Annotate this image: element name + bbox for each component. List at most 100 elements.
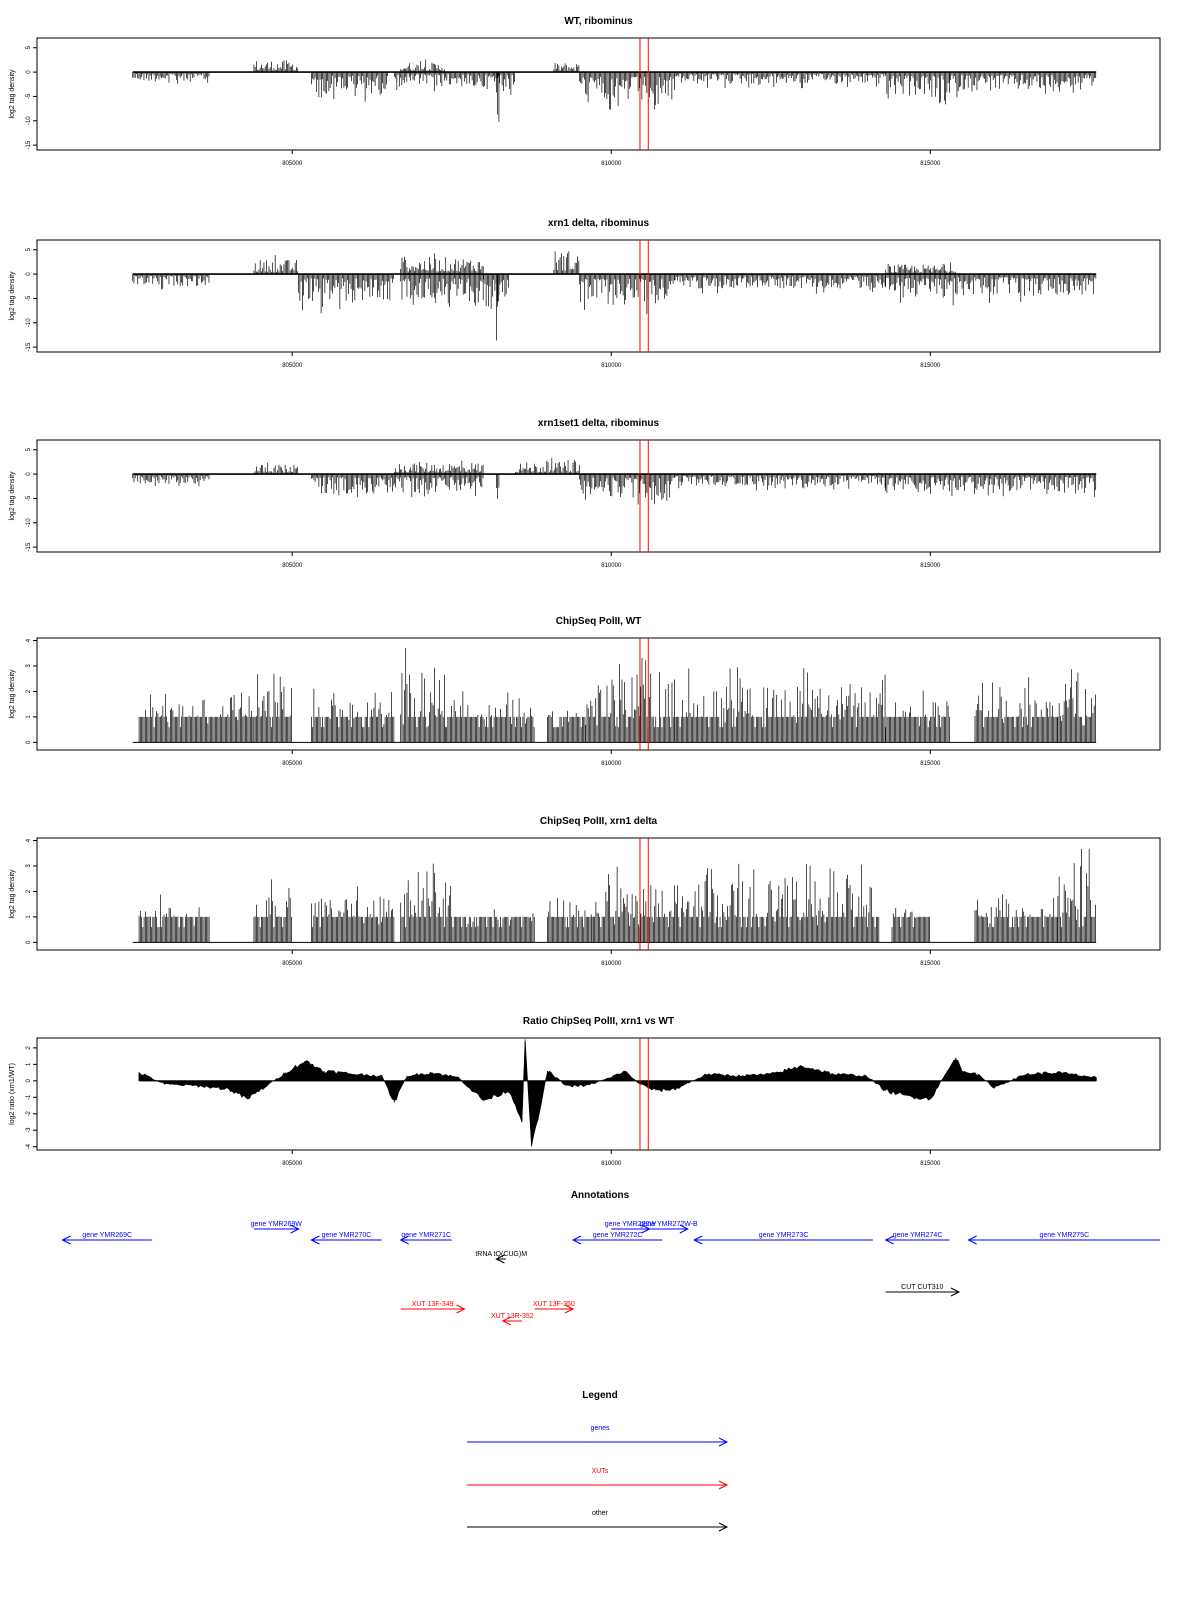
bar-segment-8 [674, 863, 880, 943]
bar-segment-1 [138, 692, 254, 743]
bar-segment-4 [400, 863, 452, 943]
annotation-trna-tq-cug-m: tRNA tQ(CUG)M [475, 1251, 527, 1264]
bar-segment-1 [132, 474, 210, 487]
annotation-gene-ymr274c: gene YMR274C [884, 1232, 950, 1245]
y-tick-label: 2 [26, 1046, 32, 1050]
annotation-label: CUT CUT310 [901, 1284, 943, 1291]
annotation-label: XUT 13R-352 [491, 1313, 534, 1320]
y-axis-label: log2 tag density [9, 69, 16, 119]
annotation-arrowhead [456, 1304, 466, 1314]
annotations-title: Annotations [571, 1190, 630, 1201]
y-axis-label: log2 ratio (xrn1/WT) [9, 1063, 16, 1125]
chart-panel-2: xrn1 delta, ribominus log2 tag density 5 0 -… [9, 218, 1161, 369]
bar-segment-3 [298, 274, 394, 314]
annotation-gene-ymr270c: gene YMR270C [310, 1232, 382, 1245]
panel-title: Ratio ChipSeq PolII, xrn1 vs WT [523, 1016, 674, 1027]
bar-segment-10 [885, 474, 950, 495]
bar-segment-6 [547, 897, 592, 943]
legend-entry-arrowhead [718, 1522, 729, 1532]
legend-entry-genes: genes [467, 1425, 729, 1447]
plot-frame [36, 837, 1161, 951]
annotation-label: gene YMR272C [593, 1232, 643, 1239]
bar-segment-11 [949, 474, 1097, 497]
annotation-arrowhead [501, 1316, 512, 1326]
y-tick-label: 3 [26, 864, 32, 868]
bar-segment-2 [253, 255, 299, 275]
chart-panel-1: WT, ribominus log2 tag density 5 0 -5 -10 -15 8… [9, 16, 1161, 167]
x-tick-label: 810000 [601, 161, 622, 167]
annotation-label: gene YMR269C [82, 1232, 132, 1239]
annotation-gene-ymr272c: gene YMR272C [571, 1232, 663, 1245]
plot-frame [36, 439, 1161, 553]
legend: Legend genes XUTs other [467, 1390, 729, 1532]
bar-segment-3 [311, 886, 395, 943]
bar-segment-1 [138, 894, 210, 943]
legend-entry-arrowhead [718, 1480, 729, 1490]
x-tick-label: 810000 [601, 761, 622, 767]
bar-segment-4 [400, 253, 484, 275]
legend-entry-other: other [467, 1510, 729, 1532]
x-tick-label: 815000 [920, 1161, 941, 1167]
annotation-gene-ymr272w: gene YMR272W [605, 1221, 656, 1234]
bar-segment-2 [253, 673, 292, 743]
bar-segment-3 [311, 72, 388, 102]
annotation-xut-13f-349: XUT 13F-349 [400, 1301, 466, 1314]
x-tick-label: 805000 [282, 961, 303, 967]
annotation-gene-ymr272w-b: gene YMR272W-B [640, 1221, 698, 1234]
bar-segment-10 [974, 894, 1058, 943]
x-tick-label: 810000 [601, 961, 622, 967]
annotation-gene-ymr275c: gene YMR275C [967, 1232, 1160, 1245]
annotation-label: gene YMR274C [893, 1232, 943, 1239]
annotation-xut-13r-352: XUT 13R-352 [491, 1313, 534, 1326]
annotation-gene-ymr269c: gene YMR269C [61, 1232, 152, 1245]
legend-entry-label: genes [590, 1425, 610, 1432]
annotation-arrowhead [679, 1224, 689, 1234]
annotation-label: XUT 13F-349 [412, 1301, 454, 1308]
chart-panel-4: ChipSeq PolII, WT log2 tag density 0 1 2 3 4 80… [9, 616, 1161, 767]
bar-segment-6 [547, 710, 586, 743]
annotation-label: tRNA tQ(CUG)M [475, 1251, 527, 1258]
bar-segment-2 [253, 60, 299, 73]
chart-panel-3: xrn1set1 delta, ribominus log2 tag densit… [9, 418, 1161, 569]
y-tick-label: -4 [26, 1143, 32, 1149]
bar-segment-5 [400, 59, 445, 73]
bar-segment-11 [885, 72, 950, 105]
bar-segment-12 [949, 72, 1097, 98]
y-tick-label: -3 [26, 1127, 32, 1133]
annotation-arrowhead [884, 1235, 894, 1245]
legend-entry-label: other [592, 1510, 609, 1517]
annotation-gene-ymr269w: gene YMR269W [251, 1221, 303, 1234]
x-tick-label: 815000 [920, 961, 941, 967]
annotation-label: gene YMR273C [759, 1232, 809, 1239]
bar-segment-11 [885, 262, 956, 275]
bar-segment-7 [515, 458, 580, 475]
y-tick-label: 0 [26, 740, 32, 744]
x-tick-label: 810000 [601, 1161, 622, 1167]
annotation-arrowhead [967, 1235, 977, 1245]
annotation-label: gene YMR270C [322, 1232, 372, 1239]
data-bars [132, 59, 1097, 122]
bar-segment-7 [496, 274, 500, 341]
annotation-arrowhead [61, 1235, 71, 1245]
y-tick-label: 5 [26, 45, 32, 49]
panel-title: ChipSeq PolII, xrn1 delta [540, 816, 658, 827]
x-tick-label: 805000 [282, 161, 303, 167]
y-tick-label: -5 [26, 295, 32, 301]
y-tick-label: 1 [26, 915, 32, 919]
annotation-cut-cut310: CUT CUT310 [885, 1284, 961, 1297]
annotation-label: gene YMR269W [251, 1221, 303, 1228]
bar-segment-2 [253, 879, 292, 943]
x-tick-label: 805000 [282, 761, 303, 767]
bar-segment-3 [311, 688, 395, 743]
x-tick-label: 805000 [282, 363, 303, 369]
annotation-arrowhead [950, 1287, 961, 1297]
annotation-arrowhead [641, 1224, 651, 1234]
x-tick-label: 815000 [920, 363, 941, 369]
y-tick-label: -1 [26, 1094, 32, 1100]
y-tick-label: 1 [26, 1062, 32, 1066]
y-tick-label: 3 [26, 664, 32, 668]
annotation-gene-ymr273c: gene YMR273C [693, 1232, 873, 1245]
y-tick-label: 0 [26, 1078, 32, 1082]
plot-frame [36, 1037, 1161, 1151]
y-tick-label: 2 [26, 689, 32, 693]
